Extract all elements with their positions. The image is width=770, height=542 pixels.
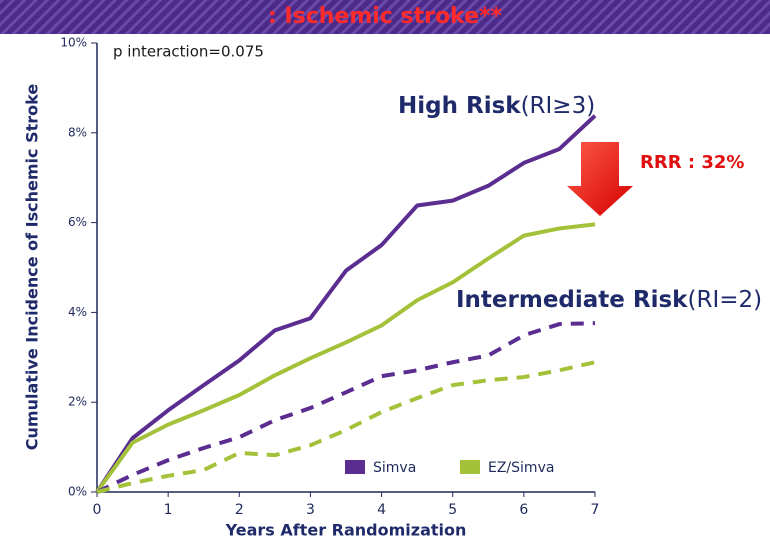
x-tick-label: 1 xyxy=(164,502,173,518)
x-tick-label: 5 xyxy=(448,502,457,518)
y-tick-label: 4% xyxy=(68,305,87,319)
y-tick-label: 0% xyxy=(68,485,87,499)
x-tick-label: 2 xyxy=(235,502,244,518)
arrow xyxy=(567,142,633,216)
x-tick-label: 7 xyxy=(591,502,600,518)
banner-title: : Ischemic stroke** xyxy=(268,4,503,29)
legend-label: EZ/Simva xyxy=(488,460,554,476)
y-tick-label: 8% xyxy=(68,125,87,139)
y-axis-title: Cumulative Incidence of Ischemic Stroke xyxy=(23,84,42,451)
y-tick-label: 10% xyxy=(60,36,87,50)
x-axis-title: Years After Randomization xyxy=(225,521,467,540)
y-tick-label: 6% xyxy=(68,215,87,229)
high-risk-label: High Risk(RI≥3) xyxy=(398,93,595,119)
line-series xyxy=(95,114,597,494)
label-rest: (RI=2) xyxy=(687,287,762,313)
legend-swatch xyxy=(460,460,480,474)
x-tick-label: 4 xyxy=(377,502,386,518)
line-series xyxy=(95,222,596,494)
banner xyxy=(0,0,770,34)
x-tick-label: 6 xyxy=(519,502,528,518)
label-rest: (RI≥3) xyxy=(521,93,596,119)
y-tick-label: 2% xyxy=(68,395,87,409)
legend-label: Simva xyxy=(373,460,416,476)
x-tick-label: 0 xyxy=(93,502,102,518)
label-bold: Intermediate Risk xyxy=(456,287,688,313)
p-value: p interaction=0.075 xyxy=(113,43,264,61)
rrr-label: RRR : 32% xyxy=(640,152,744,173)
label-bold: High Risk xyxy=(398,93,521,119)
intermediate-risk-label: Intermediate Risk(RI=2) xyxy=(456,287,762,313)
legend-swatch xyxy=(345,460,365,474)
line-series xyxy=(96,321,596,494)
x-tick-label: 3 xyxy=(306,502,315,518)
